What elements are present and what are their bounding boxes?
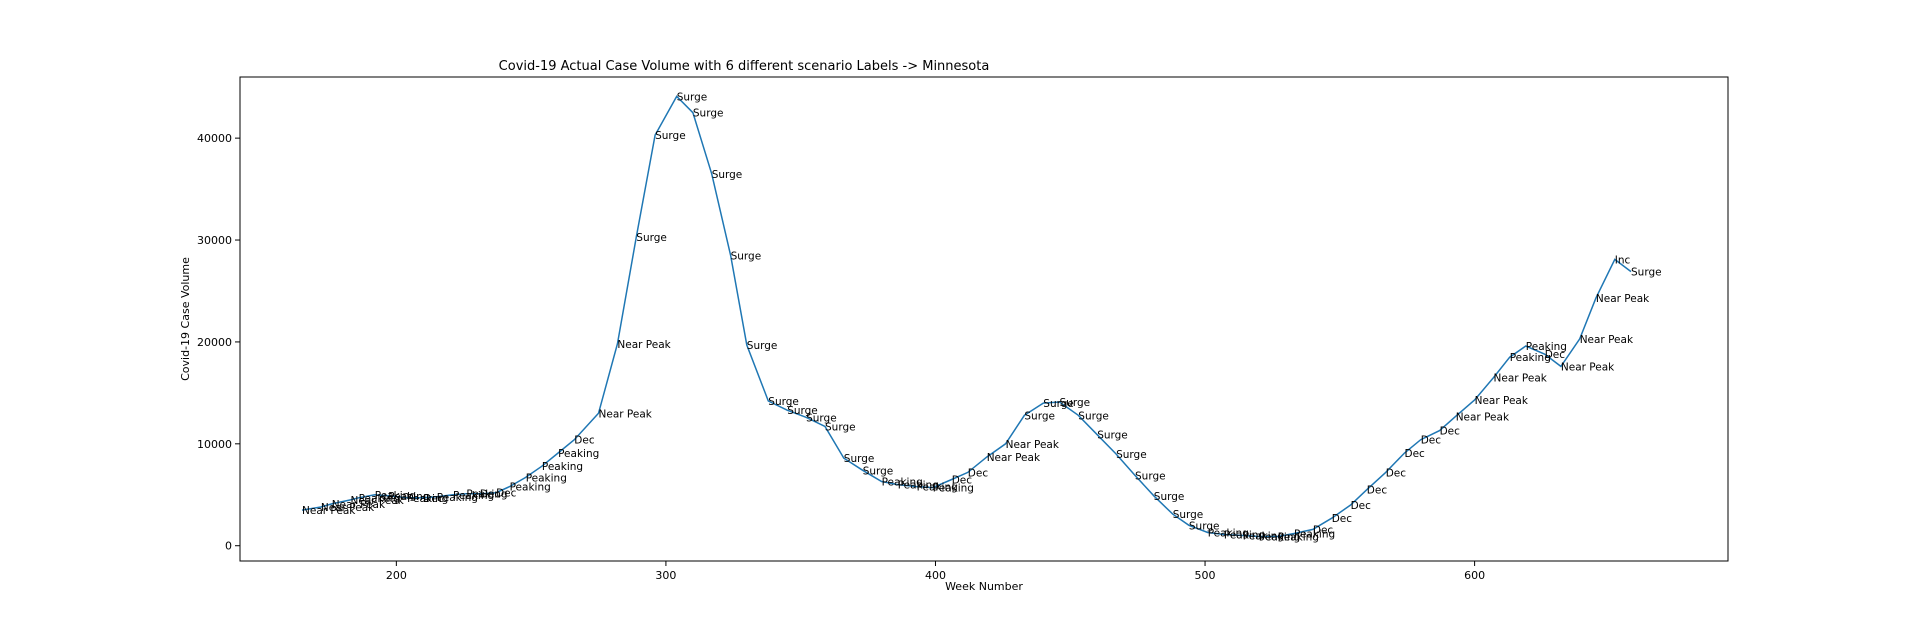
- point-label: Peaking: [1243, 531, 1284, 543]
- point-label: Surge: [1043, 398, 1074, 410]
- point-label: Near Peak: [351, 495, 405, 507]
- point-label: Peaking: [466, 489, 507, 501]
- point-label: Surge: [1078, 410, 1109, 422]
- point-label: Dec: [1545, 349, 1566, 361]
- y-axis-label: Covid-19 Case Volume: [179, 257, 192, 381]
- point-label: Peaking: [1208, 528, 1249, 540]
- y-tick-label: 20000: [197, 336, 232, 349]
- y-tick-label: 30000: [197, 234, 232, 247]
- point-label: Surge: [844, 453, 875, 465]
- point-label: Peaking: [1259, 532, 1300, 544]
- chart-title: Covid-19 Actual Case Volume with 6 diffe…: [499, 59, 990, 74]
- point-label: Surge: [636, 232, 667, 244]
- x-tick-label: 200: [386, 569, 407, 582]
- point-label: Inc: [1615, 254, 1631, 266]
- point-label: Near Peak: [1494, 373, 1548, 385]
- point-label: Surge: [712, 169, 743, 181]
- point-label: Peaking: [510, 482, 551, 494]
- point-label: Near Peak: [1561, 361, 1615, 373]
- point-label: Surge: [655, 130, 686, 142]
- point-label: Peaking: [917, 482, 958, 494]
- point-label: Dec: [1351, 500, 1372, 512]
- point-label: Dec: [952, 475, 973, 487]
- point-label: Peaking: [933, 483, 974, 495]
- point-label: Surge: [747, 340, 778, 352]
- x-tick-label: 400: [925, 569, 946, 582]
- point-label: Surge: [863, 465, 894, 477]
- point-label: Near Peak: [1006, 439, 1060, 451]
- plot-area: [239, 76, 1729, 562]
- point-label: Surge: [768, 396, 799, 408]
- point-label: Dec: [1405, 448, 1426, 460]
- point-label: Near Peak: [987, 452, 1041, 464]
- point-label: Surge: [787, 405, 818, 417]
- point-label: Peaking: [1278, 532, 1319, 544]
- point-label: Surge: [1135, 470, 1166, 482]
- point-label: Near Peak: [1596, 293, 1650, 305]
- point-label: Peaking: [453, 490, 494, 502]
- point-label: Near Peak: [302, 505, 356, 517]
- point-label: Peaking: [542, 461, 583, 473]
- point-label: Near Peak: [1475, 395, 1529, 407]
- point-label: Near Peak: [617, 339, 671, 351]
- y-tick-label: 40000: [197, 132, 232, 145]
- point-label: Near Peak: [1580, 334, 1634, 346]
- y-tick-label: 10000: [197, 438, 232, 451]
- point-label: Surge: [806, 412, 837, 424]
- point-label: Peaking: [375, 490, 416, 502]
- point-label: Peaking: [437, 492, 478, 504]
- point-label: Dec: [1332, 513, 1353, 525]
- y-axis-ticks: 0 10000 20000 30000 40000: [197, 132, 240, 553]
- point-label: Surge: [677, 91, 708, 103]
- point-label: Surge: [1060, 397, 1091, 409]
- point-label: Peaking: [882, 477, 923, 489]
- point-label: Peaking: [407, 493, 448, 505]
- point-label: Dec: [423, 493, 444, 505]
- y-tick-label: 0: [225, 540, 232, 553]
- point-label: Surge: [1173, 509, 1204, 521]
- point-label: Surge: [1154, 491, 1185, 503]
- point-label: Peaking: [1510, 352, 1551, 364]
- series-layer: [301, 95, 1632, 538]
- point-label: Dec: [574, 435, 595, 447]
- point-label: Near Peak: [321, 502, 375, 514]
- point-label: Peaking: [1224, 530, 1265, 542]
- x-axis-label: Week Number: [945, 580, 1023, 593]
- point-label: Surge: [1097, 430, 1128, 442]
- point-label: Dec: [1386, 467, 1407, 479]
- point-label: Dec: [496, 488, 517, 500]
- series-line: [301, 95, 1632, 538]
- point-label: Dec: [480, 489, 501, 501]
- point-label: Near Peak: [1456, 411, 1510, 423]
- point-label: Surge: [1024, 410, 1055, 422]
- point-label: Dec: [1421, 435, 1442, 447]
- point-label: Peaking: [388, 491, 429, 503]
- point-label: Dec: [1313, 524, 1334, 536]
- point-label: Surge: [1189, 520, 1220, 532]
- point-label: Near Peak: [599, 408, 653, 420]
- x-tick-label: 600: [1464, 569, 1485, 582]
- point-label: Dec: [1440, 426, 1461, 438]
- point-label: Peaking: [359, 493, 400, 505]
- point-label: Peaking: [1526, 341, 1567, 353]
- point-label: Peaking: [1294, 529, 1335, 541]
- point-label: Surge: [1116, 449, 1147, 461]
- x-tick-label: 500: [1195, 569, 1216, 582]
- point-label: Surge: [825, 422, 856, 434]
- x-axis-ticks: 200 300 400 500 600: [386, 561, 1485, 582]
- point-label: Peaking: [898, 480, 939, 492]
- point-label: Peaking: [558, 448, 599, 460]
- point-label: Surge: [731, 250, 762, 262]
- point-label: Surge: [693, 108, 724, 120]
- point-label: Dec: [968, 467, 989, 479]
- point-label: Near Peak: [332, 499, 386, 511]
- point-label: Surge: [1631, 267, 1662, 279]
- point-label: Peaking: [526, 472, 567, 484]
- point-label: Dec: [1367, 485, 1388, 497]
- x-tick-label: 300: [655, 569, 676, 582]
